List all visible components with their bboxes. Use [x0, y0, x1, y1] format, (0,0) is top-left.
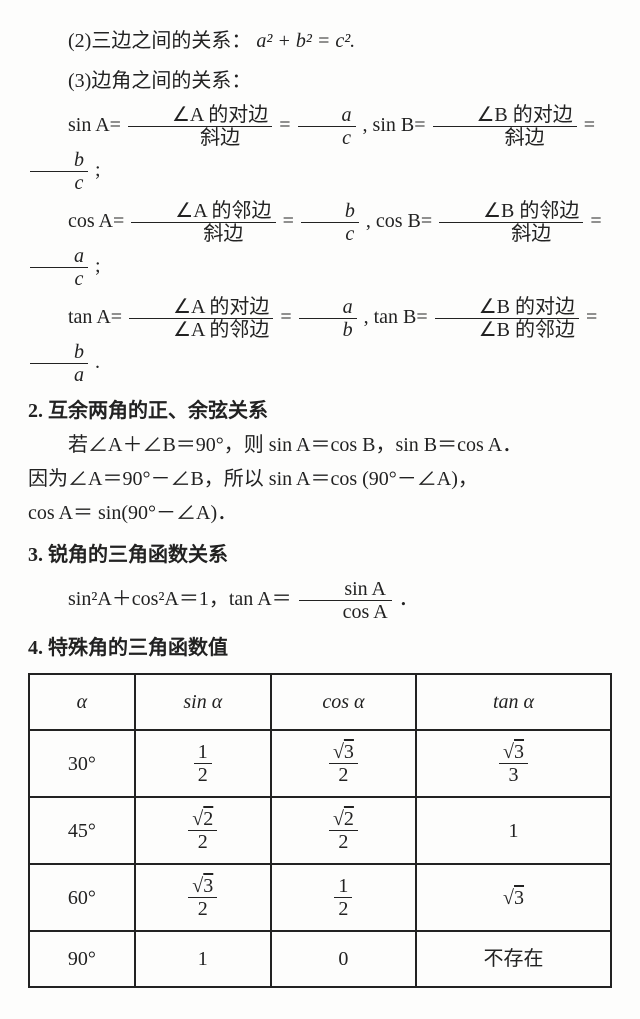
table-header-cell: α	[29, 674, 135, 730]
table-cell: 45°	[29, 797, 135, 864]
sec2-p1: 若∠A＋∠B＝90°，则 sin A＝cos B，sin B＝cos A．	[28, 428, 612, 462]
table-cell: 0	[271, 931, 416, 987]
table-header-row: αsin αcos αtan α	[29, 674, 611, 730]
table-cell: 12	[271, 864, 416, 931]
label-2: (2)三边之间的关系：	[68, 30, 251, 52]
table-cell: 不存在	[416, 931, 611, 987]
sin-row: sin A= ∠A 的对边斜边 = ac , sin B= ∠B 的对边斜边 =…	[28, 104, 612, 194]
table-cell: √32	[135, 864, 271, 931]
table-row: 30°12√32√33	[29, 730, 611, 797]
table-cell: √33	[416, 730, 611, 797]
relation-2: (2)三边之间的关系： a² + b² = c².	[28, 24, 612, 58]
table-cell: 1	[135, 931, 271, 987]
cos-row: cos A= ∠A 的邻边斜边 = bc , cos B= ∠B 的邻边斜边 =…	[28, 200, 612, 290]
table-cell: √22	[135, 797, 271, 864]
sec2-p3: cos A＝ sin(90°－∠A)．	[28, 496, 612, 530]
table-cell: 1	[416, 797, 611, 864]
special-angle-table: αsin αcos αtan α 30°12√32√3345°√22√22160…	[28, 673, 612, 988]
table-row: 45°√22√221	[29, 797, 611, 864]
table-row: 60°√3212√3	[29, 864, 611, 931]
relation-3-label: (3)边角之间的关系：	[28, 64, 612, 98]
table-header-cell: cos α	[271, 674, 416, 730]
heading-4: 4. 特殊角的三角函数值	[28, 631, 612, 665]
table-cell: √3	[416, 864, 611, 931]
tan-row: tan A= ∠A 的对边∠A 的邻边 = ab , tan B= ∠B 的对边…	[28, 296, 612, 386]
table-cell: 12	[135, 730, 271, 797]
table-cell: √22	[271, 797, 416, 864]
table-cell: √32	[271, 730, 416, 797]
table-row: 90°10不存在	[29, 931, 611, 987]
heading-2: 2. 互余两角的正、余弦关系	[28, 394, 612, 428]
table-header-cell: tan α	[416, 674, 611, 730]
sec3-eq: sin²A＋cos²A＝1，tan A＝ sin Acos A ．	[28, 578, 612, 623]
table-header-cell: sin α	[135, 674, 271, 730]
heading-3: 3. 锐角的三角函数关系	[28, 538, 612, 572]
table-cell: 60°	[29, 864, 135, 931]
table-cell: 30°	[29, 730, 135, 797]
sec2-p2: 因为∠A＝90°－∠B，所以 sin A＝cos (90°－∠A)，	[28, 462, 612, 496]
table-cell: 90°	[29, 931, 135, 987]
table-body: 30°12√32√3345°√22√22160°√3212√390°10不存在	[29, 730, 611, 987]
